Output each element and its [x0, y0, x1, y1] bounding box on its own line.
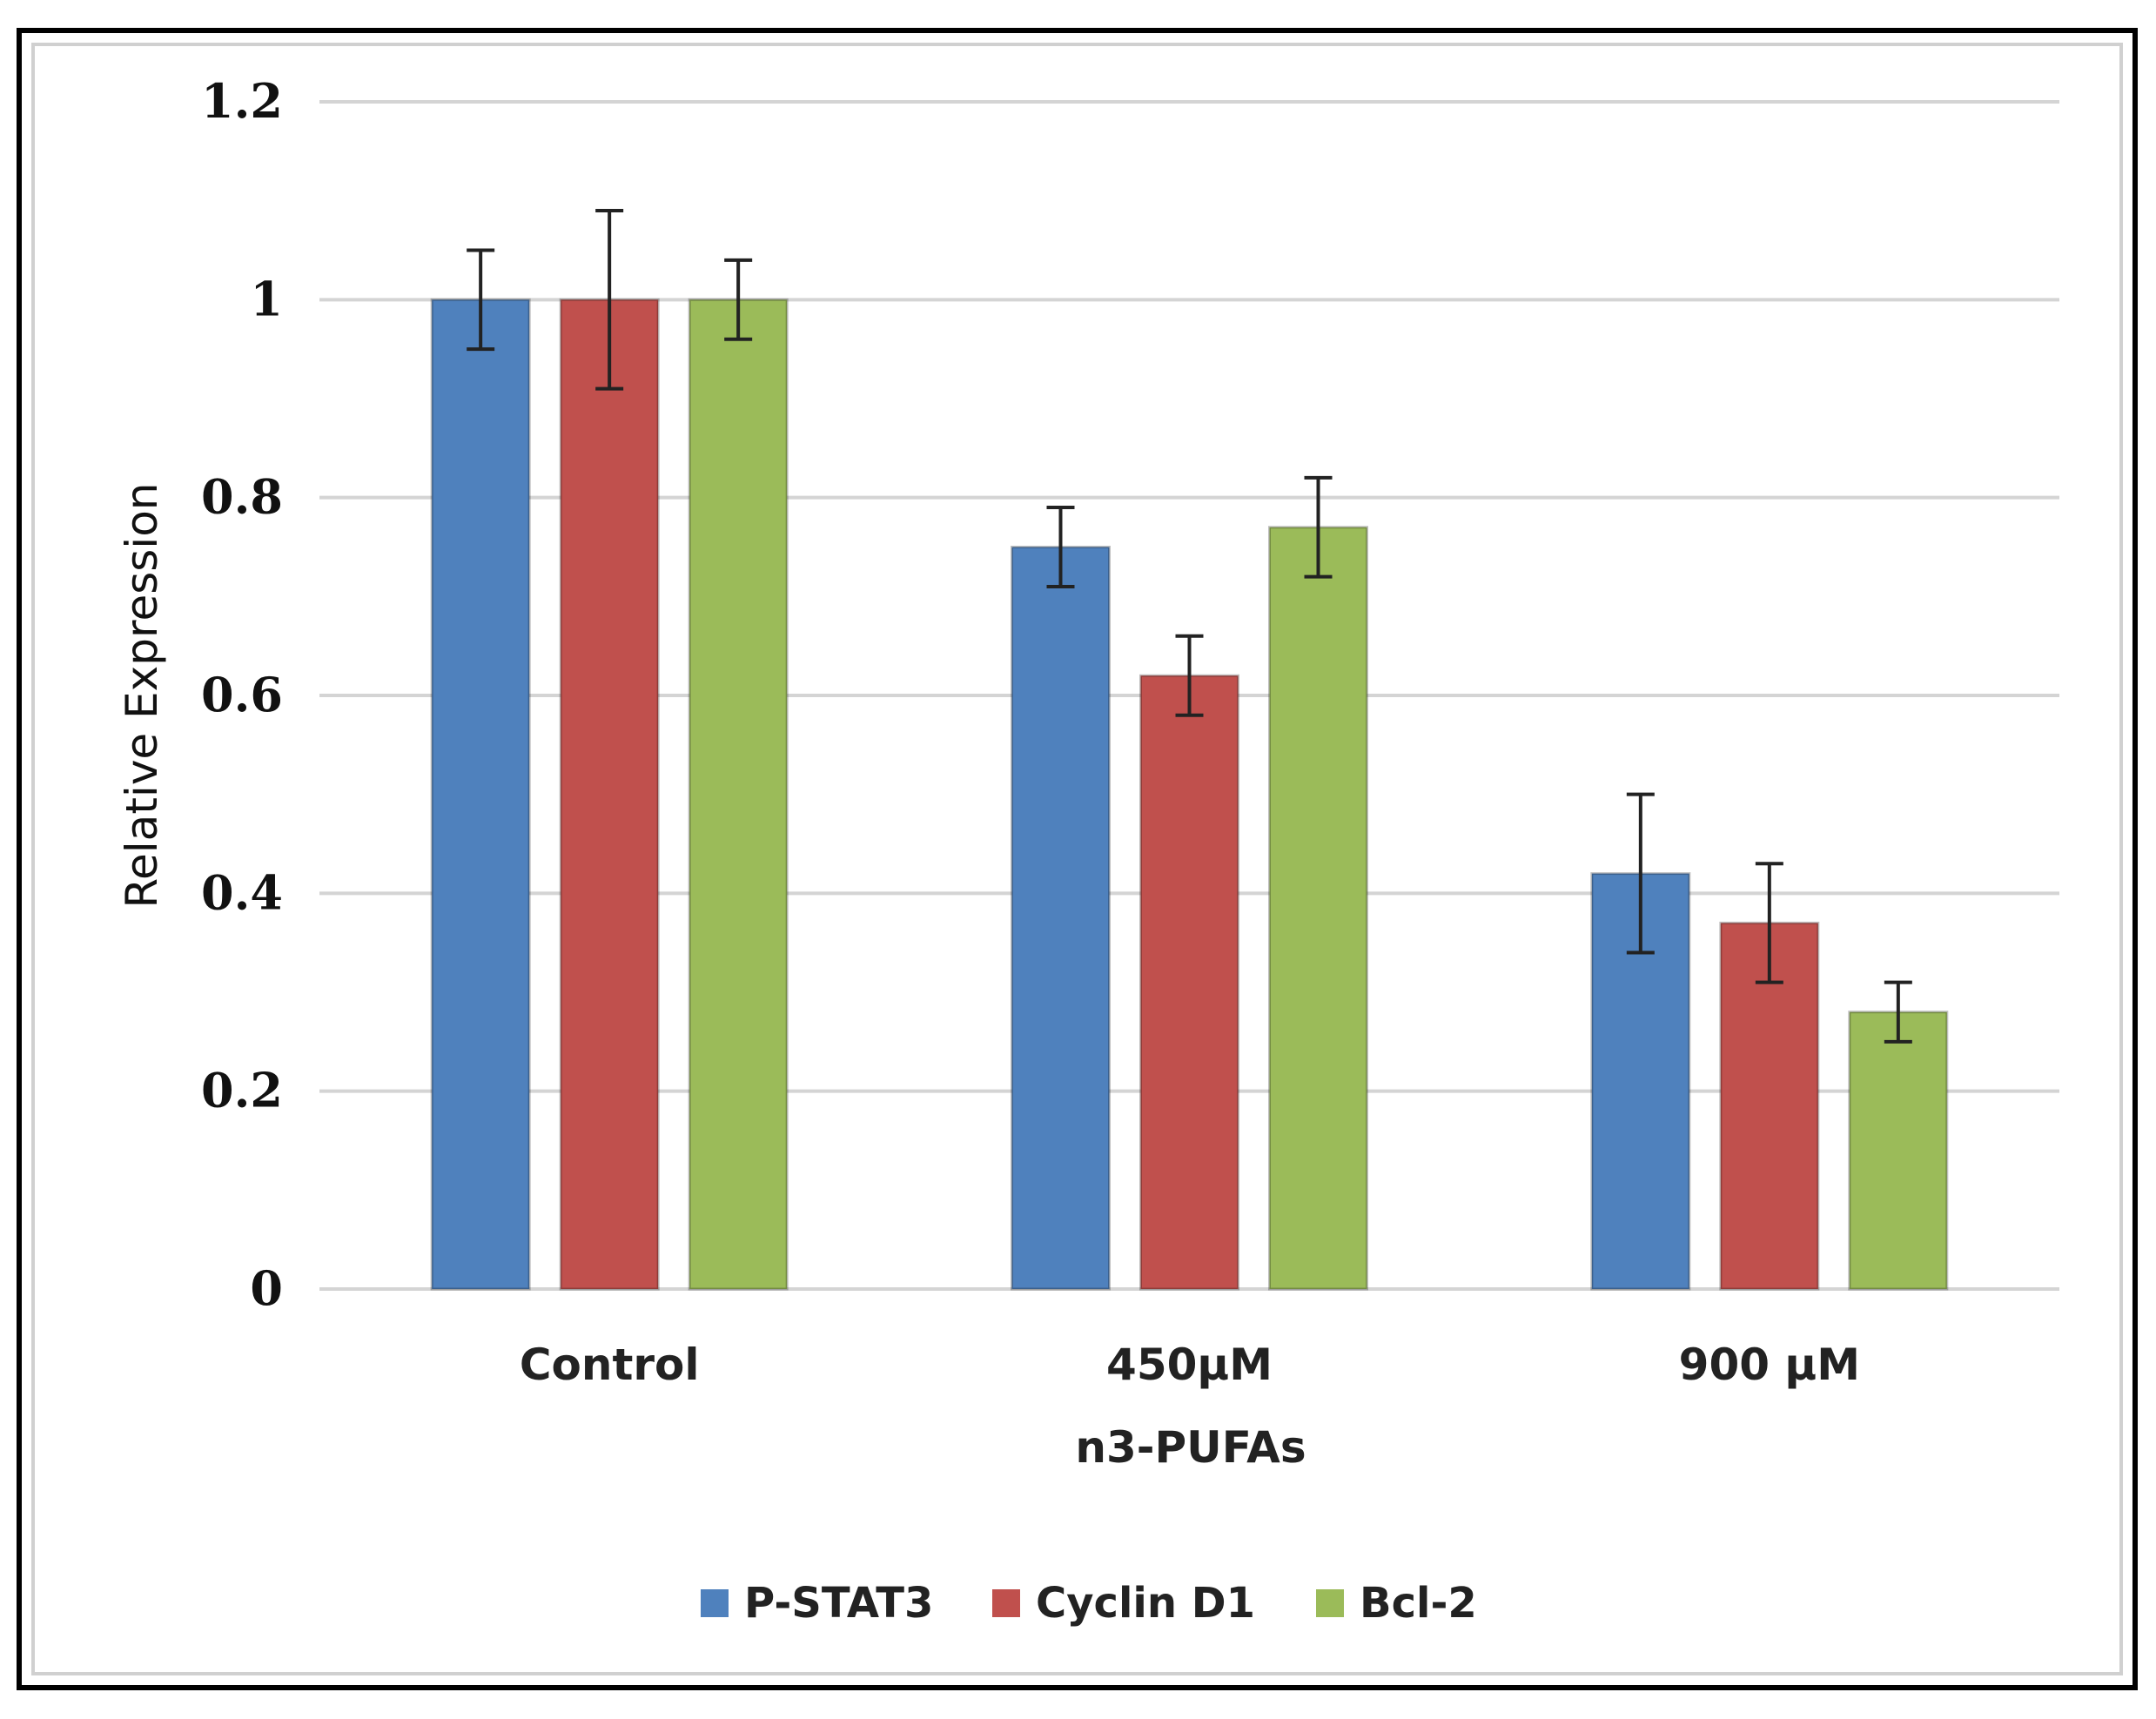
bar-bcl-2: [688, 298, 789, 1291]
x-tick-label: 900 µM: [1679, 1340, 1860, 1390]
legend-swatch: [701, 1589, 729, 1617]
legend-swatch: [1316, 1589, 1344, 1617]
y-tick-label: 0: [250, 1260, 283, 1316]
bar-p-stat3: [430, 298, 531, 1291]
bar-bcl-2: [1268, 526, 1368, 1291]
y-tick-label: 1.2: [201, 73, 283, 129]
bar-bcl-2: [1848, 1011, 1949, 1291]
legend-label: P-STAT3: [744, 1579, 933, 1628]
y-tick-label: 1: [250, 271, 283, 326]
legend-label: Cyclin D1: [1036, 1579, 1255, 1628]
bar-cyclin-d1: [559, 298, 660, 1291]
y-tick-label: 0.2: [201, 1063, 283, 1118]
x-tick-label: 450µM: [1106, 1340, 1273, 1390]
bar-cyclin-d1: [1139, 674, 1239, 1291]
legend-label: Bcl-2: [1360, 1579, 1477, 1628]
y-tick-label: 0.6: [201, 667, 283, 722]
y-tick-label: 0.8: [201, 469, 283, 525]
x-tick-label: Control: [520, 1340, 700, 1390]
y-axis-label: Relative Expression: [117, 483, 167, 909]
bar-p-stat3: [1011, 546, 1111, 1291]
inner-frame: [31, 43, 2123, 1675]
y-tick-label: 0.4: [201, 864, 283, 920]
legend-swatch: [992, 1589, 1020, 1617]
x-axis-label: n3-PUFAs: [1075, 1422, 1306, 1473]
